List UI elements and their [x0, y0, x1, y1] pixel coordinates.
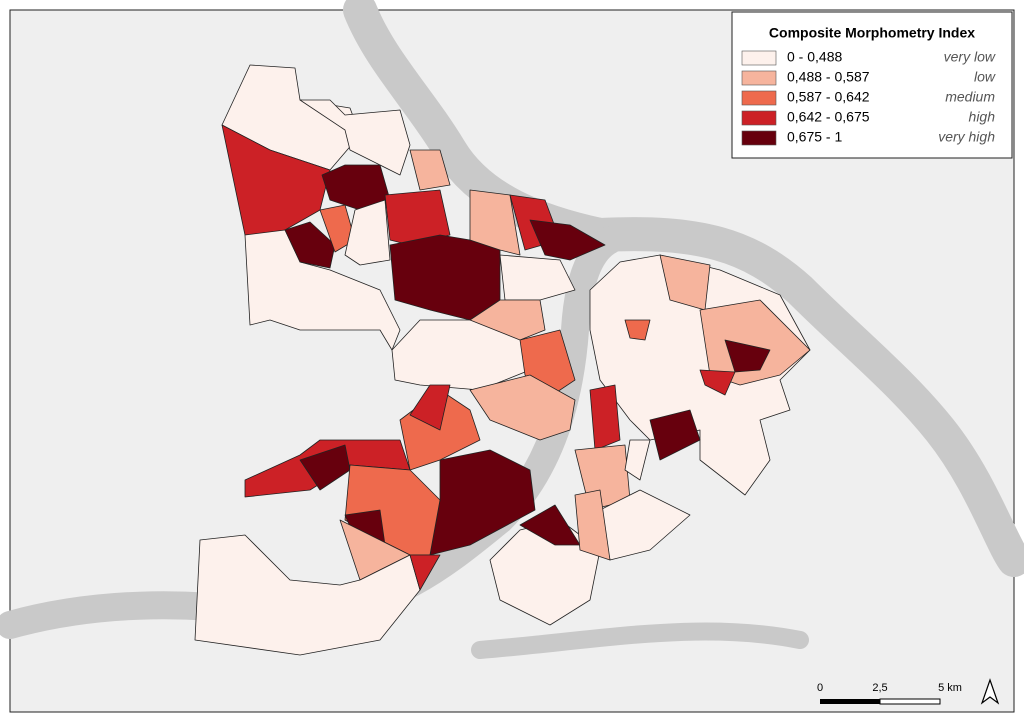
- legend-range: 0 - 0,488: [787, 49, 842, 65]
- legend-class: low: [974, 69, 996, 85]
- district: [624, 439, 651, 481]
- scale-bar: 0 2,5 5 km: [817, 678, 1000, 705]
- district: [409, 554, 441, 591]
- legend-range: 0,642 - 0,675: [787, 109, 870, 125]
- legend-swatch: [741, 90, 777, 106]
- legend-swatch: [741, 50, 777, 66]
- legend-class: high: [969, 109, 996, 125]
- district: [284, 221, 336, 269]
- scale-label: 0: [817, 682, 823, 694]
- district: [409, 149, 451, 191]
- district: [299, 99, 411, 176]
- district: [724, 339, 771, 373]
- legend-class: medium: [945, 89, 995, 105]
- north-arrow: [980, 678, 1000, 705]
- river: [343, 0, 1024, 577]
- district: [469, 374, 576, 441]
- district: [699, 369, 736, 396]
- legend-range: 0,675 - 1: [787, 129, 842, 145]
- district: [649, 409, 701, 461]
- district: [529, 219, 606, 261]
- legend-items: 0 - 0,488 very low 0,488 - 0,587 low 0,587 -…: [741, 49, 996, 146]
- legend-swatch: [741, 130, 777, 146]
- legend-range: 0,488 - 0,587: [787, 69, 870, 85]
- district: [344, 199, 391, 266]
- legend-range: 0,587 - 0,642: [787, 89, 870, 105]
- legend-class: very high: [938, 129, 995, 145]
- district: [499, 254, 576, 301]
- district: [469, 189, 521, 256]
- scale-segment: [879, 698, 941, 705]
- river: [471, 622, 809, 659]
- scale-segment: [820, 699, 880, 704]
- district: [409, 384, 451, 431]
- district: [589, 384, 621, 451]
- legend: Composite Morphometry Index 0 - 0,488 ver…: [731, 11, 1013, 159]
- legend-title: Composite Morphometry Index: [769, 25, 975, 41]
- district: [624, 319, 651, 341]
- legend-class: very low: [944, 49, 996, 65]
- districts: [194, 64, 811, 656]
- scale-label: 2,5: [872, 682, 887, 694]
- district: [574, 489, 611, 561]
- scale-label: 5 km: [938, 682, 962, 694]
- legend-box: [731, 11, 1013, 159]
- district: [469, 299, 546, 341]
- legend-swatch: [741, 110, 777, 126]
- legend-swatch: [741, 70, 777, 86]
